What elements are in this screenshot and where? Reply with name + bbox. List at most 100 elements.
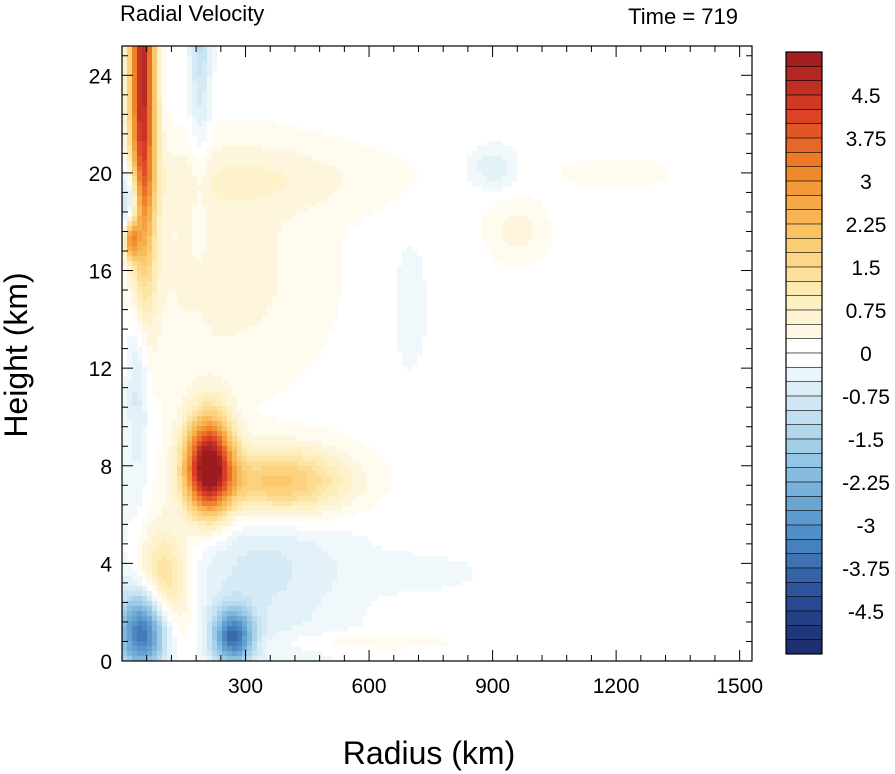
field-cell	[317, 501, 323, 507]
field-cell	[182, 256, 188, 262]
field-cell	[197, 231, 203, 237]
field-cell	[452, 566, 458, 572]
field-cell	[297, 426, 303, 432]
field-cell	[242, 341, 248, 347]
field-cell	[282, 221, 288, 227]
field-cell	[262, 361, 268, 367]
field-cell	[247, 156, 253, 162]
field-cell	[242, 466, 248, 472]
field-cell	[252, 206, 258, 212]
field-cell	[152, 141, 158, 147]
field-cell	[187, 86, 193, 92]
field-cell	[267, 276, 273, 282]
field-cell	[372, 586, 378, 592]
field-cell	[162, 86, 168, 92]
field-cell	[387, 156, 393, 162]
field-cell	[222, 566, 228, 572]
field-cell	[272, 501, 278, 507]
field-cell	[327, 176, 333, 182]
field-cell	[142, 326, 148, 332]
field-cell	[252, 356, 258, 362]
field-cell	[337, 256, 343, 262]
field-cell	[132, 251, 138, 257]
field-cell	[247, 516, 253, 522]
field-cell	[142, 546, 148, 552]
field-cell	[227, 261, 233, 267]
field-cell	[417, 296, 423, 302]
field-cell	[137, 471, 143, 477]
field-cell	[192, 81, 198, 87]
field-cell	[282, 296, 288, 302]
field-cell	[292, 511, 298, 517]
field-cell	[337, 451, 343, 457]
field-cell	[167, 556, 173, 562]
field-cell	[302, 356, 308, 362]
field-cell	[152, 566, 158, 572]
field-cell	[182, 441, 188, 447]
field-cell	[157, 116, 163, 122]
field-cell	[152, 586, 158, 592]
field-cell	[337, 441, 343, 447]
field-cell	[302, 271, 308, 277]
field-cell	[132, 336, 138, 342]
field-cell	[227, 471, 233, 477]
field-cell	[152, 151, 158, 157]
field-cell	[127, 256, 133, 262]
field-cell	[207, 311, 213, 317]
field-cell	[212, 556, 218, 562]
field-cell	[147, 341, 153, 347]
field-cell	[162, 596, 168, 602]
field-cell	[207, 521, 213, 527]
field-cell	[187, 591, 193, 597]
field-cell	[157, 561, 163, 567]
field-cell	[182, 206, 188, 212]
field-cell	[162, 181, 168, 187]
field-cell	[257, 426, 263, 432]
field-cell	[272, 531, 278, 537]
field-cell	[122, 381, 128, 387]
field-cell	[502, 261, 508, 267]
field-cell	[182, 331, 188, 337]
field-cell	[312, 446, 318, 452]
field-cell	[627, 161, 633, 167]
field-cell	[337, 581, 343, 587]
field-cell	[187, 96, 193, 102]
field-cell	[187, 246, 193, 252]
field-cell	[272, 556, 278, 562]
field-cell	[547, 221, 553, 227]
field-cell	[292, 586, 298, 592]
field-cell	[192, 401, 198, 407]
field-cell	[297, 246, 303, 252]
field-cell	[177, 466, 183, 472]
field-cell	[237, 426, 243, 432]
field-cell	[212, 151, 218, 157]
field-cell	[402, 331, 408, 337]
field-cell	[312, 481, 318, 487]
field-cell	[337, 546, 343, 552]
field-cell	[402, 351, 408, 357]
field-cell	[202, 246, 208, 252]
field-cell	[282, 376, 288, 382]
field-cell	[292, 501, 298, 507]
field-cell	[137, 561, 143, 567]
field-cell	[302, 161, 308, 167]
field-cell	[182, 151, 188, 157]
field-cell	[327, 506, 333, 512]
field-cell	[237, 491, 243, 497]
field-cell	[607, 166, 613, 172]
field-cell	[162, 226, 168, 232]
field-cell	[192, 256, 198, 262]
field-cell	[302, 296, 308, 302]
field-cell	[362, 476, 368, 482]
field-cell	[142, 421, 148, 427]
field-cell	[387, 466, 393, 472]
field-cell	[222, 366, 228, 372]
field-cell	[287, 431, 293, 437]
field-cell	[297, 186, 303, 192]
field-cell	[187, 381, 193, 387]
field-cell	[222, 286, 228, 292]
field-cell	[192, 241, 198, 247]
field-cell	[182, 136, 188, 142]
field-cell	[282, 506, 288, 512]
field-cell	[222, 161, 228, 167]
